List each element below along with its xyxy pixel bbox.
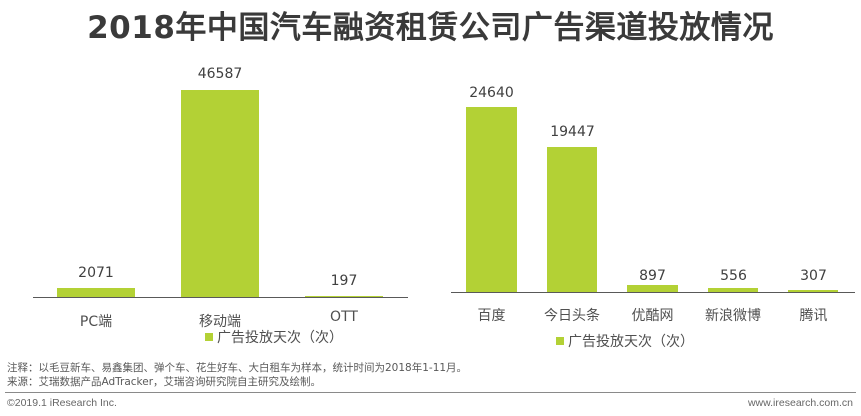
value-label-sina-weibo: 556 (720, 268, 747, 284)
website-link[interactable]: www.iresearch.com.cn (747, 397, 853, 409)
bar-toutiao (547, 147, 597, 292)
footnotes: 注释：以毛豆新车、易鑫集团、弹个车、花生好车、大白租车为样本，统计时间为2018… (7, 361, 467, 389)
category-label-sina-weibo: 新浪微博 (705, 308, 761, 324)
value-label-mobile: 46587 (197, 66, 243, 82)
bar-pc (57, 288, 135, 297)
right-x-axis (451, 292, 855, 293)
source-text: 来源：艾瑞数据产品AdTracker，艾瑞咨询研究院自主研究及绘制。 (7, 376, 322, 388)
category-label-mobile: 移动端 (199, 314, 241, 330)
legend-label: 广告投放天次（次） (568, 334, 694, 350)
category-label-youku: 优酷网 (631, 308, 674, 324)
copyright-text: ©2019.1 iResearch Inc. (7, 397, 117, 409)
value-label-youku: 897 (639, 268, 666, 284)
bar-sina-weibo (708, 288, 758, 292)
left-legend: 广告投放天次（次） (205, 327, 343, 347)
value-label-baidu: 24640 (469, 85, 514, 101)
value-label-toutiao: 19447 (550, 124, 595, 140)
category-label-pc: PC端 (79, 314, 113, 330)
value-label-tencent: 307 (800, 268, 827, 284)
legend-swatch (556, 337, 564, 345)
legend-label: 广告投放天次（次） (217, 330, 343, 346)
chart-title: 2018年中国汽车融资租赁公司广告渠道投放情况 (87, 10, 774, 46)
legend-swatch (205, 333, 213, 341)
category-label-ott: OTT (330, 309, 358, 325)
category-label-toutiao: 今日头条 (544, 308, 600, 324)
footer-divider (5, 392, 856, 393)
bar-tencent (788, 290, 838, 292)
left-x-axis (33, 297, 408, 298)
bar-youku (627, 285, 678, 292)
category-label-tencent: 腾讯 (799, 308, 828, 324)
value-label-pc: 2071 (78, 265, 114, 281)
bar-ott (305, 296, 383, 297)
bar-mobile (181, 90, 259, 297)
note-text: 注释：以毛豆新车、易鑫集团、弹个车、花生好车、大白租车为样本，统计时间为2018… (7, 362, 468, 374)
value-label-ott: 197 (330, 273, 358, 289)
category-label-baidu: 百度 (477, 308, 506, 324)
right-legend: 广告投放天次（次） (556, 331, 694, 351)
bar-baidu (466, 107, 517, 292)
